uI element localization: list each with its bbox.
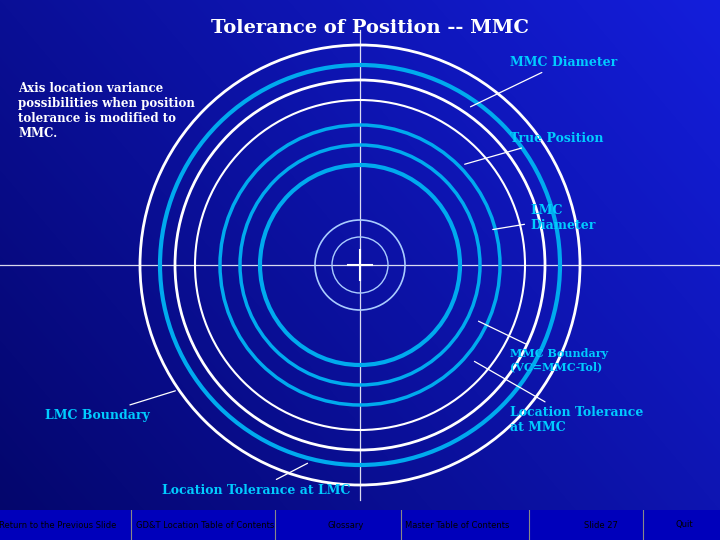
Text: Location Tolerance
at MMC: Location Tolerance at MMC bbox=[474, 361, 644, 434]
Text: Tolerance of Position -- MMC: Tolerance of Position -- MMC bbox=[211, 19, 529, 37]
Text: True Position: True Position bbox=[464, 132, 603, 164]
Text: Glossary: Glossary bbox=[328, 521, 364, 530]
Text: GD&T Location Table of Contents: GD&T Location Table of Contents bbox=[136, 521, 274, 530]
Text: Quit: Quit bbox=[675, 521, 693, 530]
Text: MMC Diameter: MMC Diameter bbox=[470, 56, 617, 107]
Text: Master Table of Contents: Master Table of Contents bbox=[405, 521, 509, 530]
Text: Location Tolerance at LMC: Location Tolerance at LMC bbox=[162, 463, 350, 496]
Text: Slide 27: Slide 27 bbox=[584, 521, 618, 530]
Text: LMC
Diameter: LMC Diameter bbox=[492, 204, 595, 232]
Text: MMC Boundary
(VC=MMC-Tol): MMC Boundary (VC=MMC-Tol) bbox=[479, 321, 608, 372]
Text: Axis location variance
possibilities when position
tolerance is modified to
MMC.: Axis location variance possibilities whe… bbox=[18, 82, 195, 140]
Text: Return to the Previous Slide: Return to the Previous Slide bbox=[0, 521, 117, 530]
Text: LMC Boundary: LMC Boundary bbox=[45, 391, 176, 422]
